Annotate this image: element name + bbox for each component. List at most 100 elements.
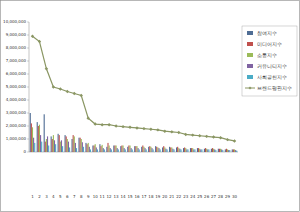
x-tick-label: 28 — [218, 194, 224, 199]
bar — [53, 135, 54, 152]
bar — [37, 122, 38, 152]
bar — [113, 146, 114, 153]
bar — [95, 144, 96, 152]
bar — [200, 149, 201, 152]
bar — [117, 148, 118, 152]
bar — [184, 147, 185, 152]
bar — [99, 144, 100, 152]
x-tick-label: 13 — [114, 194, 120, 199]
chart: 01,000,0002,000,0003,000,0004,000,0005,0… — [0, 0, 300, 212]
x-tick-label: 4 — [52, 194, 55, 199]
x-tick-label: 2 — [38, 194, 41, 199]
bar — [236, 151, 237, 152]
y-tick — [27, 22, 29, 23]
bar — [228, 150, 229, 152]
x-tick-label: 29 — [225, 194, 231, 199]
bar — [40, 135, 41, 152]
bar — [65, 135, 66, 152]
line-marker — [100, 123, 103, 126]
bar — [116, 146, 117, 153]
legend-swatch — [247, 31, 253, 35]
bar — [199, 149, 200, 152]
bar — [136, 146, 137, 152]
chart-frame — [1, 1, 300, 212]
bar — [146, 149, 147, 152]
bar — [170, 147, 171, 152]
x-tick-label: 30 — [232, 194, 238, 199]
bar — [87, 144, 88, 152]
bar — [145, 148, 146, 152]
bar — [173, 149, 174, 152]
line-marker — [121, 125, 124, 128]
x-tick-label: 18 — [148, 194, 154, 199]
x-tick-label: 7 — [73, 194, 76, 199]
bar — [102, 145, 103, 152]
x-tick-label: 5 — [59, 194, 62, 199]
y-tick-label: 4,000,000 — [6, 97, 27, 102]
line-marker — [233, 139, 236, 142]
bar — [141, 147, 142, 152]
line-marker — [135, 126, 138, 129]
plot-area — [30, 35, 238, 152]
legend-swatch — [249, 87, 252, 90]
bar — [167, 149, 168, 152]
bar — [127, 147, 128, 152]
y-tick — [27, 139, 29, 140]
bar — [187, 149, 188, 152]
y-tick-label: 3,000,000 — [6, 110, 27, 115]
bar — [225, 149, 226, 152]
line-marker — [59, 87, 62, 90]
bar — [215, 150, 216, 152]
bar — [214, 149, 215, 152]
bar — [41, 142, 42, 152]
bar — [100, 146, 101, 152]
bar — [44, 114, 45, 152]
bar — [148, 147, 149, 152]
bar — [138, 148, 139, 152]
bar — [89, 147, 90, 152]
bar — [213, 149, 214, 152]
line-marker — [66, 90, 69, 93]
bar — [178, 148, 179, 152]
line-marker — [52, 85, 55, 88]
bar — [81, 139, 82, 152]
bar — [226, 149, 227, 152]
bar — [211, 149, 212, 152]
line-marker — [80, 94, 83, 97]
line-marker — [170, 130, 173, 133]
bar — [128, 146, 129, 153]
bar — [71, 139, 72, 152]
y-tick — [27, 74, 29, 75]
bar — [233, 149, 234, 152]
bar — [132, 149, 133, 152]
line-marker — [38, 40, 41, 43]
bar — [109, 146, 110, 153]
line-marker — [205, 135, 208, 138]
x-tick-label: 21 — [169, 194, 175, 199]
bar — [129, 146, 130, 153]
legend-label: 참여지수 — [257, 31, 277, 36]
bar — [66, 136, 67, 152]
bar — [222, 150, 223, 152]
bar — [157, 147, 158, 152]
bar — [80, 138, 81, 152]
bar — [235, 150, 236, 152]
bar — [194, 149, 195, 152]
y-tick-label: 2,000,000 — [6, 123, 27, 128]
y-tick — [27, 35, 29, 36]
bar — [61, 140, 62, 152]
bar — [83, 147, 84, 152]
bar — [69, 147, 70, 152]
bar — [122, 146, 123, 153]
y-tick — [27, 100, 29, 101]
line-marker — [45, 67, 48, 70]
bar — [150, 147, 151, 152]
x-tick-label: 22 — [176, 194, 182, 199]
bar — [76, 148, 77, 152]
x-tick-label: 3 — [45, 194, 48, 199]
line-marker — [198, 134, 201, 137]
bar — [45, 142, 46, 152]
bar — [205, 148, 206, 152]
bar — [179, 149, 180, 152]
bar — [48, 146, 49, 153]
